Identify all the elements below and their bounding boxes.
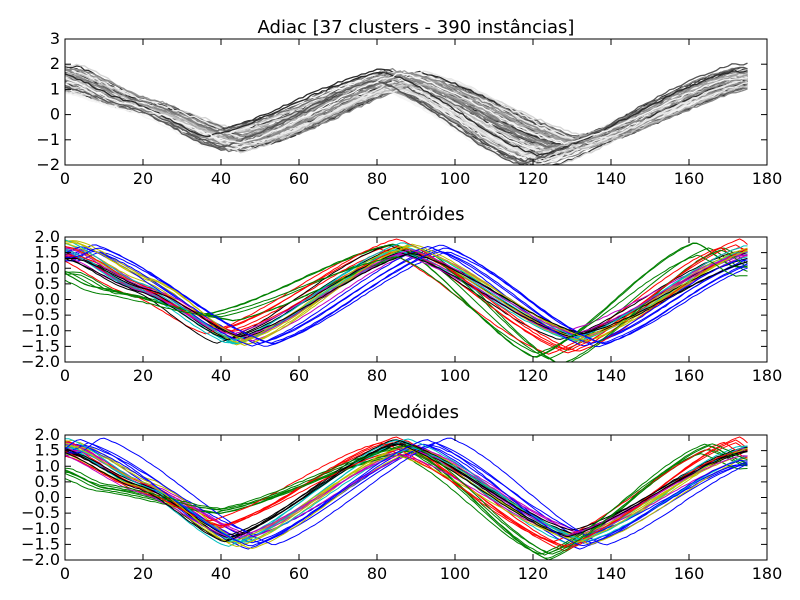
y-tick-label: 1.0 xyxy=(35,456,60,475)
x-tick-label: 100 xyxy=(440,169,471,188)
series-line xyxy=(65,70,748,157)
x-tick-label: 180 xyxy=(752,564,783,583)
y-tick-label: −2.0 xyxy=(21,352,60,371)
y-tick-label: −1.0 xyxy=(21,321,60,340)
y-tick-label: −1 xyxy=(36,130,60,149)
y-tick-label: 0 xyxy=(50,105,60,124)
x-tick-label: 80 xyxy=(367,366,387,385)
x-tick-label: 160 xyxy=(674,564,705,583)
series-line xyxy=(65,443,748,555)
x-tick-label: 80 xyxy=(367,564,387,583)
x-tick-label: 120 xyxy=(518,564,549,583)
x-tick-label: 140 xyxy=(596,169,627,188)
chart-title: Centróides xyxy=(367,204,464,225)
x-tick-label: 0 xyxy=(60,564,70,583)
series-line xyxy=(65,244,748,343)
x-tick-label: 140 xyxy=(596,366,627,385)
series-line xyxy=(65,239,748,341)
chart-title: Medóides xyxy=(373,402,459,423)
series-line xyxy=(65,443,748,543)
x-tick-label: 180 xyxy=(752,169,783,188)
y-tick-label: 1.5 xyxy=(35,441,60,460)
series-line xyxy=(65,437,748,546)
x-tick-label: 140 xyxy=(596,564,627,583)
series-line xyxy=(65,449,748,559)
y-tick-label: 1.0 xyxy=(35,258,60,277)
y-tick-label: 1 xyxy=(50,79,60,98)
series-line xyxy=(65,62,748,165)
series-line xyxy=(65,253,748,336)
x-tick-label: 100 xyxy=(440,564,471,583)
series-line xyxy=(65,442,748,540)
series-line xyxy=(65,251,748,348)
series-line xyxy=(65,443,748,550)
plot-frame xyxy=(64,38,768,166)
series-line xyxy=(65,69,748,148)
chart-title: Adiac [37 clusters - 390 instâncias] xyxy=(258,17,575,38)
series-line xyxy=(65,254,748,354)
series-line xyxy=(65,72,748,150)
x-tick-label: 20 xyxy=(133,169,153,188)
y-tick-label: 2.0 xyxy=(35,227,60,246)
y-tick-label: 3 xyxy=(50,29,60,48)
chart-panel-3: 0 20 40 60 80 100 120 140 160 180 −2.0−1.5−1.0−0.5… xyxy=(21,402,782,583)
series-line xyxy=(65,444,748,536)
series-line xyxy=(65,450,748,547)
series-group xyxy=(65,436,748,560)
y-tick-label: −1.0 xyxy=(21,519,60,538)
x-tick-label: 100 xyxy=(440,366,471,385)
chart-panel-1: 0 20 40 60 80 100 120 140 160 180 −2 −1 0 1 2 3 Adiac [3… xyxy=(36,17,782,188)
series-line xyxy=(65,72,748,145)
series-line xyxy=(65,443,748,534)
series-line xyxy=(65,253,748,338)
y-tick-label: −0.5 xyxy=(21,503,60,522)
x-tick-label: 60 xyxy=(289,564,309,583)
series-line xyxy=(65,447,748,539)
x-tick-label: 160 xyxy=(674,366,705,385)
y-tick-label: 0.5 xyxy=(35,472,60,491)
x-tick-label: 20 xyxy=(133,366,153,385)
y-tick-label: 0.5 xyxy=(35,274,60,293)
series-line xyxy=(65,244,748,344)
y-tick-label: 1.5 xyxy=(35,243,60,262)
y-tick-label: −1.5 xyxy=(21,534,60,553)
y-tick-label: −2.0 xyxy=(21,550,60,569)
y-tick-label: 0.0 xyxy=(35,488,60,507)
x-tick-label: 80 xyxy=(367,169,387,188)
x-tick-label: 120 xyxy=(518,169,549,188)
x-tick-label: 40 xyxy=(211,366,231,385)
x-tick-label: 0 xyxy=(60,366,70,385)
series-line xyxy=(65,77,748,162)
series-group xyxy=(65,238,748,362)
series-line xyxy=(65,241,748,341)
x-tick-label: 60 xyxy=(289,366,309,385)
y-tick-label: 2.0 xyxy=(35,425,60,444)
series-line xyxy=(65,66,748,164)
x-tick-label: 180 xyxy=(752,366,783,385)
y-tick-label: −0.5 xyxy=(21,305,60,324)
series-group xyxy=(65,62,748,165)
x-tick-label: 120 xyxy=(518,366,549,385)
y-tick-label: 0.0 xyxy=(35,290,60,309)
series-line xyxy=(65,247,748,344)
series-line xyxy=(65,70,748,145)
y-tick-label: −2 xyxy=(36,155,60,174)
x-tick-label: 160 xyxy=(674,169,705,188)
x-tick-label: 60 xyxy=(289,169,309,188)
series-line xyxy=(65,442,748,539)
y-tick-label: 2 xyxy=(50,54,60,73)
series-line xyxy=(65,240,748,345)
chart-panel-2: 0 20 40 60 80 100 120 140 160 180 −2.0−1.5−1.0−0.5… xyxy=(21,204,782,385)
series-line xyxy=(65,438,748,547)
y-tick-label: −1.5 xyxy=(21,336,60,355)
x-tick-label: 0 xyxy=(60,169,70,188)
x-tick-label: 20 xyxy=(133,564,153,583)
x-tick-label: 40 xyxy=(211,169,231,188)
x-tick-label: 40 xyxy=(211,564,231,583)
